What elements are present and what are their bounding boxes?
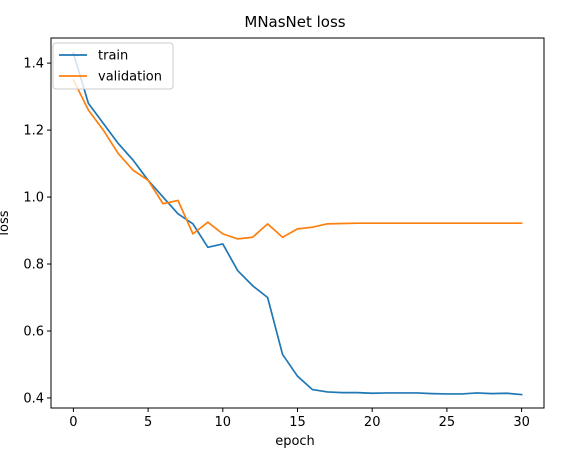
x-tick-label: 30 — [513, 415, 530, 430]
y-tick-label: 1.2 — [23, 124, 44, 139]
y-axis-label: loss — [0, 210, 12, 235]
x-tick-label: 5 — [144, 415, 152, 430]
y-tick-label: 0.8 — [23, 258, 44, 273]
x-tick-label: 20 — [364, 415, 381, 430]
series-line-validation — [72, 78, 523, 240]
legend-label-train: train — [98, 49, 128, 64]
x-tick-label: 25 — [439, 415, 456, 430]
y-tick-label: 1.0 — [23, 191, 44, 206]
legend-label-validation: validation — [98, 70, 162, 85]
y-tick-label: 1.4 — [23, 57, 44, 72]
plot-area — [72, 52, 523, 396]
legend: train validation — [52, 42, 174, 90]
y-tick-label: 0.4 — [23, 391, 44, 406]
x-tick-label: 15 — [289, 415, 306, 430]
y-tick-label: 0.6 — [23, 324, 44, 339]
x-axis: 0 5 10 15 20 25 30 — [69, 408, 530, 430]
chart-title: MNasNet loss — [244, 13, 345, 31]
x-axis-label: epoch — [275, 434, 315, 449]
y-axis: 0.4 0.6 0.8 1.0 1.2 1.4 — [23, 57, 51, 406]
x-tick-label: 0 — [69, 415, 77, 430]
x-tick-label: 10 — [215, 415, 232, 430]
